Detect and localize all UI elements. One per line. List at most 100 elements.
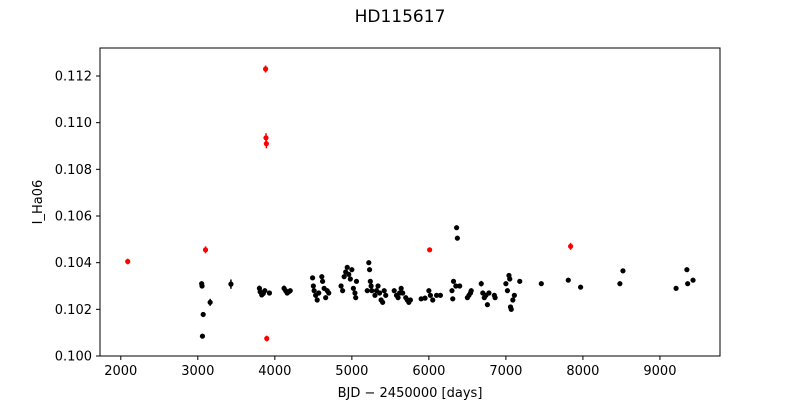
- x-tick-label: 5000: [335, 364, 368, 379]
- y-axis-ticks: 0.100 0.102 0.104 0.106 0.108 0.110 0.112: [55, 70, 100, 365]
- data-point: [426, 288, 432, 294]
- data-point: [376, 290, 383, 296]
- data-point: [468, 288, 474, 294]
- data-point: [673, 285, 679, 291]
- data-point: [311, 288, 317, 294]
- data-point: [507, 276, 513, 282]
- x-axis-label: BJD − 2450000 [days]: [338, 386, 483, 400]
- y-tick-label: 0.102: [55, 303, 92, 318]
- data-point: [366, 260, 372, 266]
- data-point: [125, 258, 131, 265]
- data-point: [400, 290, 406, 296]
- data-point: [367, 278, 373, 284]
- data-point: [453, 283, 459, 289]
- data-point: [364, 288, 370, 294]
- data-point: [478, 281, 484, 287]
- y-tick-label: 0.112: [55, 70, 92, 85]
- y-tick-label: 0.108: [55, 163, 92, 178]
- x-axis-ticks: 2000 3000 4000 5000 6000 7000 8000 9000: [104, 356, 676, 379]
- y-tick-label: 0.106: [55, 210, 92, 225]
- y-tick-label: 0.110: [55, 116, 92, 131]
- data-point: [538, 281, 544, 287]
- data-point: [349, 267, 355, 273]
- data-point: [418, 296, 424, 302]
- data-point: [207, 299, 213, 305]
- data-point: [323, 295, 329, 301]
- x-tick-label: 9000: [643, 364, 676, 379]
- data-point: [262, 288, 268, 294]
- plot-frame: [99, 47, 721, 357]
- data-point: [504, 288, 511, 294]
- data-point: [422, 295, 428, 301]
- data-point: [492, 295, 498, 301]
- data-point: [350, 285, 356, 291]
- data-point: [309, 275, 316, 281]
- series-inliers: [199, 225, 696, 339]
- data-point: [369, 288, 375, 294]
- data-point: [620, 268, 626, 274]
- data-point: [326, 290, 332, 296]
- series-outliers: [125, 65, 574, 342]
- data-point: [199, 283, 205, 289]
- data-point: [510, 297, 516, 303]
- data-point: [617, 281, 623, 287]
- data-point: [427, 292, 434, 298]
- x-tick-label: 4000: [258, 364, 291, 379]
- data-point: [319, 274, 325, 280]
- data-point: [375, 283, 381, 289]
- data-point: [684, 267, 690, 273]
- data-point: [454, 235, 460, 241]
- data-point: [380, 299, 386, 305]
- data-point: [391, 288, 397, 294]
- data-point: [565, 277, 571, 283]
- data-point: [449, 288, 455, 294]
- data-point: [344, 264, 350, 270]
- data-point: [319, 278, 326, 284]
- data-point: [383, 292, 389, 298]
- data-point: [577, 284, 584, 290]
- data-point: [503, 281, 509, 287]
- y-tick-label: 0.100: [55, 350, 92, 365]
- data-point: [407, 297, 413, 303]
- x-tick-label: 3000: [181, 364, 214, 379]
- data-point: [511, 292, 517, 298]
- data-point: [200, 311, 206, 318]
- data-point: [340, 288, 346, 294]
- data-point: [685, 281, 691, 287]
- data-point: [287, 288, 293, 294]
- data-point: [228, 281, 234, 287]
- data-point: [264, 335, 270, 342]
- chart-title: HD115617: [355, 7, 446, 27]
- data-point: [484, 302, 491, 308]
- data-point: [690, 277, 696, 283]
- data-point: [263, 141, 269, 147]
- data-point: [353, 278, 360, 284]
- data-point: [266, 290, 273, 296]
- plot-points: [125, 65, 696, 342]
- data-point: [353, 295, 359, 301]
- data-point: [450, 278, 457, 284]
- data-point: [450, 296, 456, 302]
- y-axis-label: I_Ha06: [31, 180, 46, 225]
- data-point: [202, 247, 209, 253]
- data-point: [486, 290, 492, 296]
- data-point: [453, 225, 460, 231]
- data-point: [263, 135, 269, 141]
- data-point: [347, 276, 353, 282]
- data-point: [457, 283, 463, 289]
- data-point: [316, 290, 322, 296]
- data-point: [341, 274, 347, 280]
- data-point: [567, 243, 574, 249]
- data-point: [508, 306, 514, 312]
- data-point: [199, 333, 206, 339]
- x-tick-label: 8000: [566, 364, 599, 379]
- data-point: [517, 278, 523, 284]
- x-tick-label: 7000: [489, 364, 522, 379]
- data-point: [346, 271, 352, 277]
- y-tick-label: 0.104: [55, 256, 92, 271]
- x-tick-label: 6000: [412, 364, 445, 379]
- data-point: [395, 295, 401, 301]
- data-point: [437, 292, 444, 298]
